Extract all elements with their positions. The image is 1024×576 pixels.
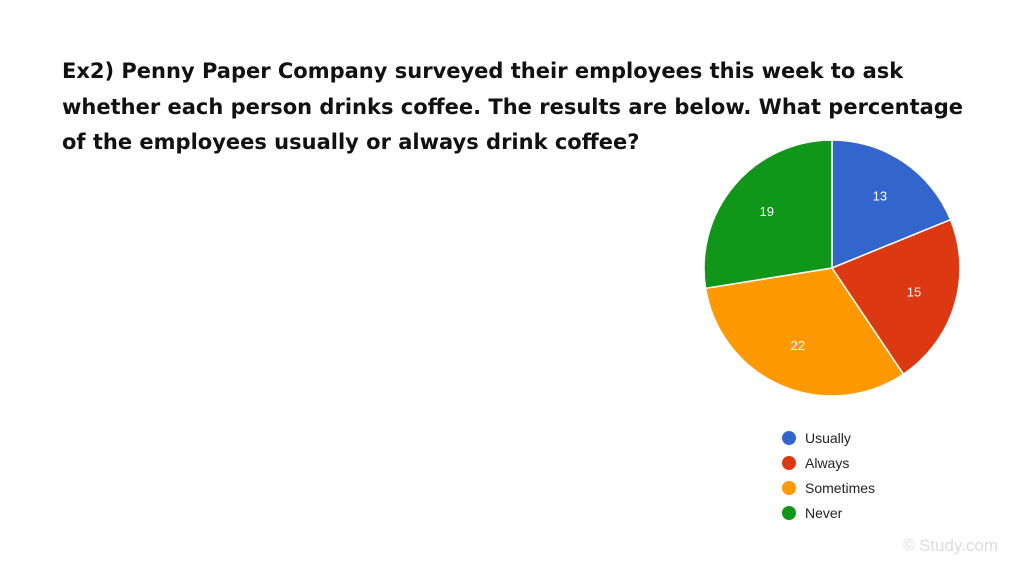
pie-slice-usually	[831, 139, 952, 270]
pie-slice-sometimes	[704, 267, 905, 397]
pie-slice-label-never: 19	[759, 204, 773, 219]
watermark-text: Study.com	[918, 536, 998, 555]
watermark: © Study.com	[903, 536, 998, 556]
question-text: Ex2) Penny Paper Company surveyed their …	[62, 59, 964, 154]
legend-item-sometimes: Sometimes	[782, 475, 875, 500]
legend-label: Never	[805, 504, 843, 521]
copyright-icon: ©	[903, 537, 915, 554]
legend-item-never: Never	[782, 500, 875, 525]
legend-swatch	[782, 430, 796, 445]
pie-slice-label-always: 15	[907, 284, 921, 299]
pie-slice-label-sometimes: 22	[791, 338, 805, 353]
legend-swatch	[782, 480, 796, 495]
legend-swatch	[782, 505, 796, 520]
legend-label: Usually	[805, 429, 851, 446]
legend-item-always: Always	[782, 450, 875, 475]
legend-swatch	[782, 455, 796, 470]
chart-legend: Usually Always Sometimes Never	[782, 425, 875, 525]
pie-slice-always	[830, 218, 961, 376]
pie-slice-label-usually: 13	[873, 188, 887, 203]
legend-label: Always	[805, 454, 850, 471]
legend-item-usually: Usually	[782, 425, 875, 450]
pie-slice-never	[703, 139, 833, 290]
legend-label: Sometimes	[805, 479, 876, 496]
